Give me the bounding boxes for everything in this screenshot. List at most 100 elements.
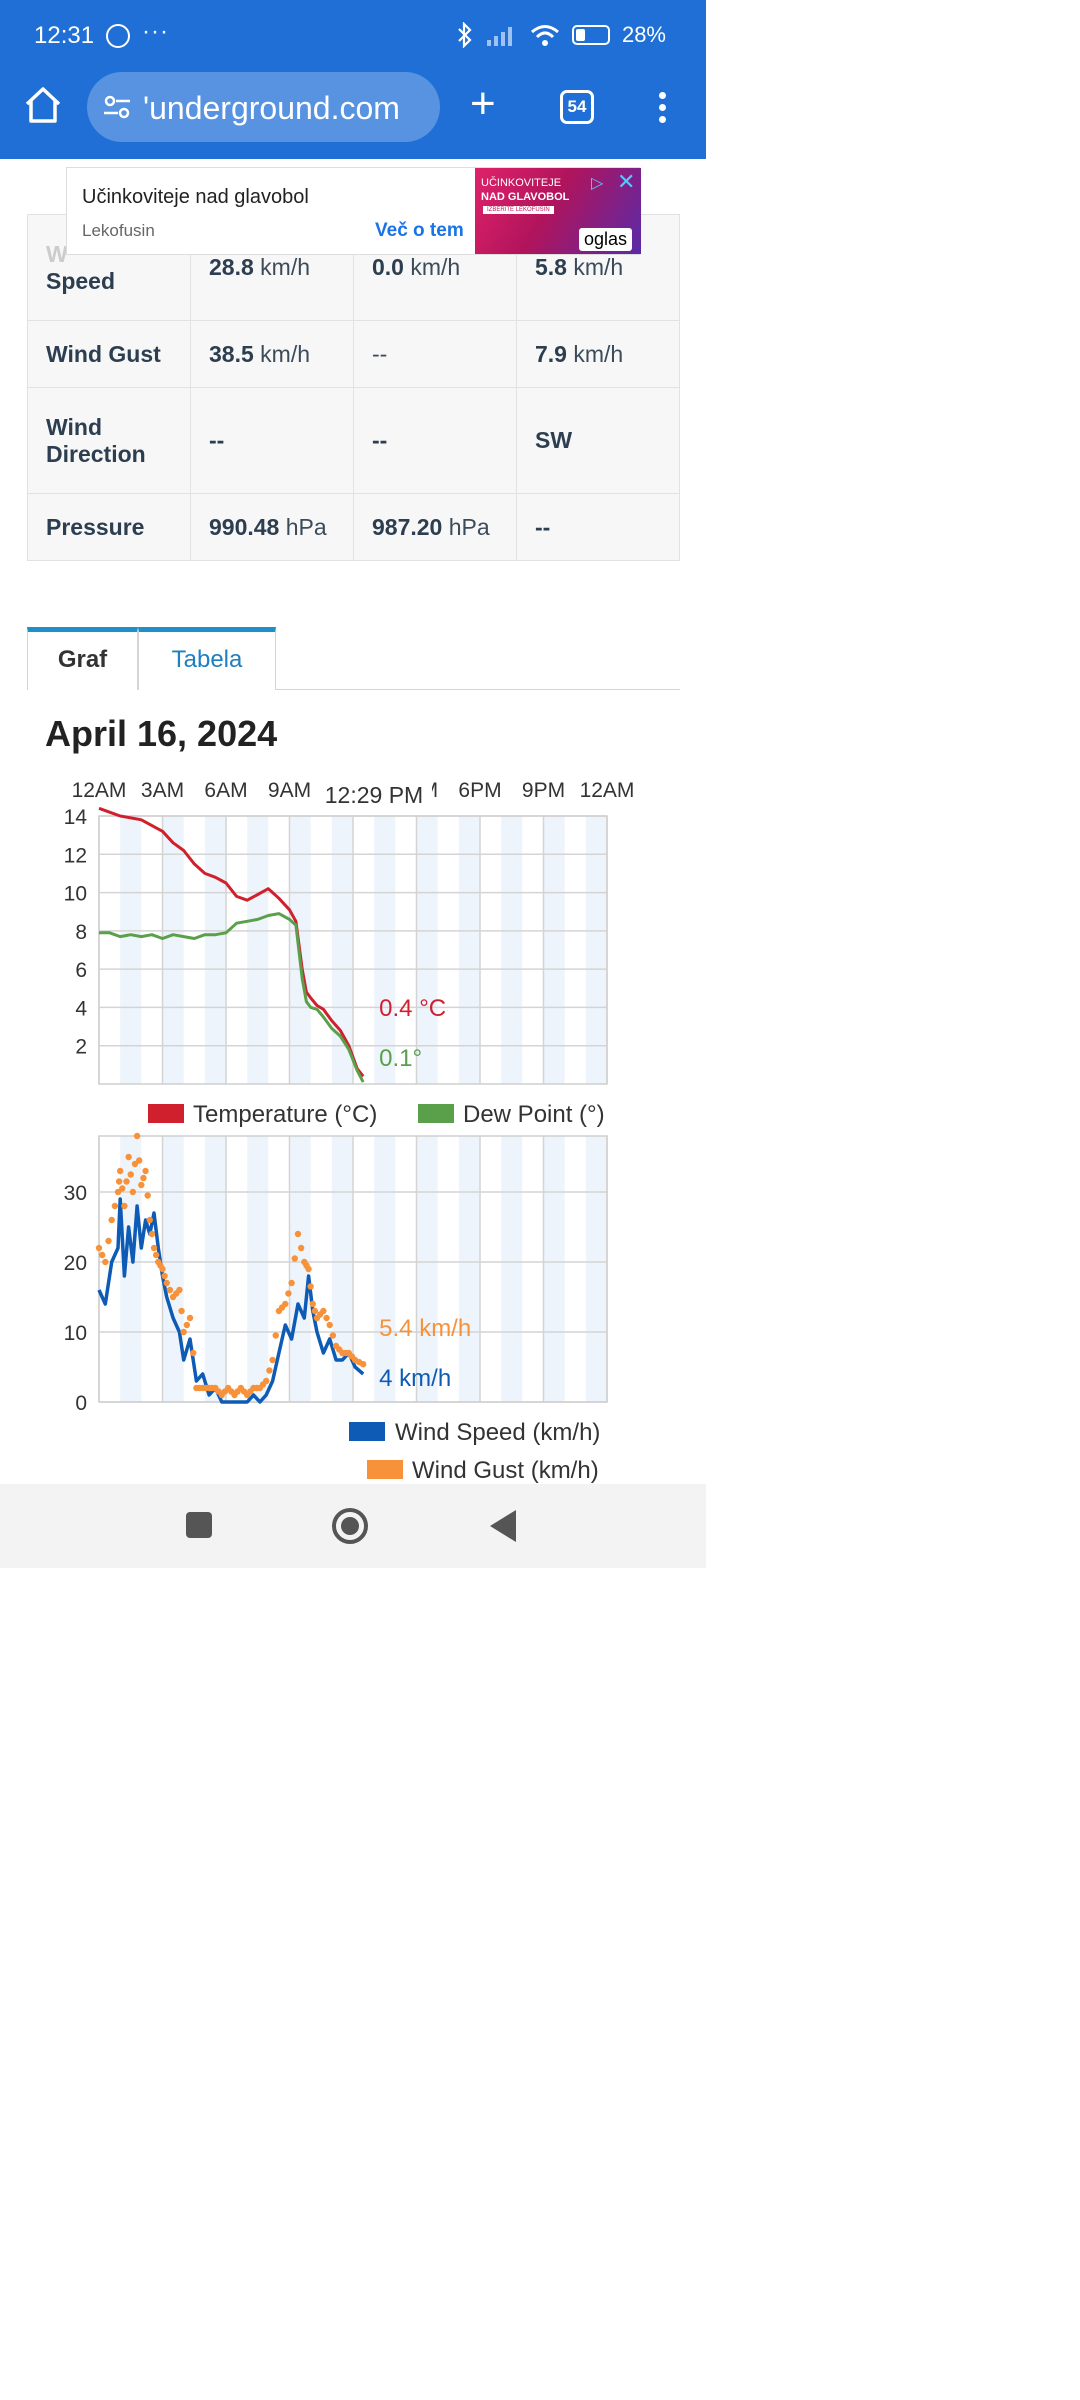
legend-label-wind-speed: Wind Speed (km/h) <box>395 1419 600 1446</box>
night-stripe <box>585 816 607 1084</box>
cell-average: 7.9 km/h <box>516 320 680 388</box>
gust-point <box>269 1356 276 1364</box>
night-stripe <box>374 1136 396 1402</box>
gust-point <box>121 1202 128 1210</box>
cell-high: 38.5 km/h <box>190 320 354 388</box>
gust-point <box>309 1300 316 1308</box>
back-button[interactable] <box>490 1510 516 1542</box>
gust-point <box>359 1361 367 1368</box>
gust-point <box>114 1188 122 1196</box>
night-stripe <box>501 816 523 1084</box>
new-tab-button[interactable]: + <box>470 79 496 128</box>
home-icon[interactable] <box>22 84 64 126</box>
gust-point <box>131 1160 139 1168</box>
last-value-label-1: 5.4 km/h <box>379 1315 471 1342</box>
gust-point <box>307 1283 314 1290</box>
gust-point <box>150 1244 158 1252</box>
ad-image[interactable]: UČINKOVITEJE NAD GLAVOBOL IZBERITE LEKOFU… <box>475 168 641 254</box>
x-tick-label: 12AM <box>72 779 127 802</box>
gust-point <box>166 1286 174 1294</box>
gust-point <box>95 1244 103 1252</box>
gust-point <box>294 1230 302 1238</box>
gust-point <box>305 1265 312 1273</box>
row-label: Pressure <box>27 493 191 561</box>
night-stripe <box>331 816 353 1084</box>
gust-point <box>323 1314 330 1322</box>
gust-point <box>98 1251 106 1259</box>
gust-point <box>146 1216 153 1224</box>
gust-point <box>285 1290 292 1297</box>
gust-point <box>326 1321 333 1329</box>
ad-label: oglas <box>579 228 633 251</box>
night-stripe <box>416 816 438 1084</box>
recent-apps-button[interactable] <box>186 1512 212 1538</box>
url-text: 'underground.com <box>143 90 400 126</box>
y-tick-label: 10 <box>64 883 87 906</box>
home-button[interactable] <box>332 1508 368 1544</box>
gust-point <box>159 1265 166 1273</box>
gust-point <box>136 1157 143 1164</box>
status-bar: 12:31 ··· 28% <box>0 0 706 70</box>
x-tick-label: 6PM <box>458 779 501 802</box>
weather-charts[interactable]: 12AM3AM6AM9AM12PM3PM6PM9PM12AM12:29 PM24… <box>0 765 706 1485</box>
night-stripe <box>331 1136 353 1402</box>
gust-point <box>123 1178 130 1185</box>
night-stripe <box>458 816 480 1084</box>
tab-switcher-button[interactable]: 54 <box>560 90 594 124</box>
ad-banner[interactable]: Učinkoviteje nad glavobol Lekofusin Več … <box>66 167 641 255</box>
view-tabs: Graf Tabela <box>27 627 680 690</box>
gust-point <box>320 1307 327 1315</box>
gust-point <box>119 1185 126 1192</box>
night-stripe <box>458 1136 480 1402</box>
address-bar[interactable]: 'underground.com <box>87 72 440 142</box>
summary-table: W Speed 28.8 km/h 0.0 km/h 5.8 km/h Wind … <box>27 214 680 561</box>
table-row: Pressure 990.48 hPa 987.20 hPa -- <box>27 493 680 561</box>
x-tick-label: 9AM <box>268 779 311 802</box>
series-line-1 <box>99 912 365 1083</box>
site-settings-icon[interactable] <box>103 94 131 120</box>
y-tick-label: 30 <box>64 1182 87 1205</box>
gust-point <box>102 1258 109 1266</box>
night-stripe <box>247 1136 269 1402</box>
wifi-icon <box>530 25 559 46</box>
wind-chart[interactable]: 0 10 20 30 4 km/h 5.4 km/h Wind Speed (km/h) Wi… <box>64 1132 608 1484</box>
y-tick-label: 0 <box>75 1392 87 1415</box>
temperature-chart[interactable]: 12AM3AM6AM9AM12PM3PM6PM9PM12AM12:29 PM24… <box>64 775 635 1128</box>
gust-point <box>125 1153 132 1161</box>
ad-choices-icon[interactable]: ▷ <box>591 175 604 192</box>
overflow-menu-icon[interactable] <box>652 88 672 128</box>
bluetooth-icon <box>458 22 472 48</box>
gust-point <box>138 1181 145 1189</box>
more-notifications-indicator: ··· <box>142 18 169 45</box>
signal-icon <box>486 27 512 46</box>
y-tick-label: 20 <box>64 1252 87 1275</box>
legend-swatch-wind-gust <box>367 1460 403 1479</box>
ad-more-link[interactable]: Več o tem <box>375 220 464 241</box>
gust-point <box>329 1332 337 1339</box>
cell-high: -- <box>190 387 354 494</box>
x-tick-label: 3AM <box>141 779 184 802</box>
night-stripe <box>162 816 184 1084</box>
gust-point <box>282 1300 289 1308</box>
tab-table[interactable]: Tabela <box>138 627 276 690</box>
y-tick-label: 2 <box>75 1036 87 1059</box>
gust-point <box>176 1286 183 1294</box>
gust-point <box>161 1272 168 1280</box>
battery-percent: 28% <box>621 22 666 47</box>
legend-swatch-temperature <box>148 1104 184 1123</box>
cursor-time-label: 12:29 PM <box>325 782 423 808</box>
table-row: Wind Direction -- -- SW <box>27 387 680 494</box>
gust-point <box>297 1244 305 1252</box>
gust-point <box>288 1279 295 1287</box>
night-stripe <box>501 1136 523 1402</box>
gust-point <box>291 1255 298 1262</box>
x-tick-label: 6AM <box>204 779 247 802</box>
gust-point <box>148 1230 156 1238</box>
night-stripe <box>204 816 226 1084</box>
night-stripe <box>374 816 396 1084</box>
ad-close-icon[interactable]: ✕ <box>617 169 636 194</box>
tab-graph[interactable]: Graf <box>27 627 138 690</box>
gust-point <box>152 1251 160 1259</box>
browser-toolbar: 'underground.com + 54 <box>0 70 706 159</box>
cell-low: 987.20 hPa <box>353 493 517 561</box>
